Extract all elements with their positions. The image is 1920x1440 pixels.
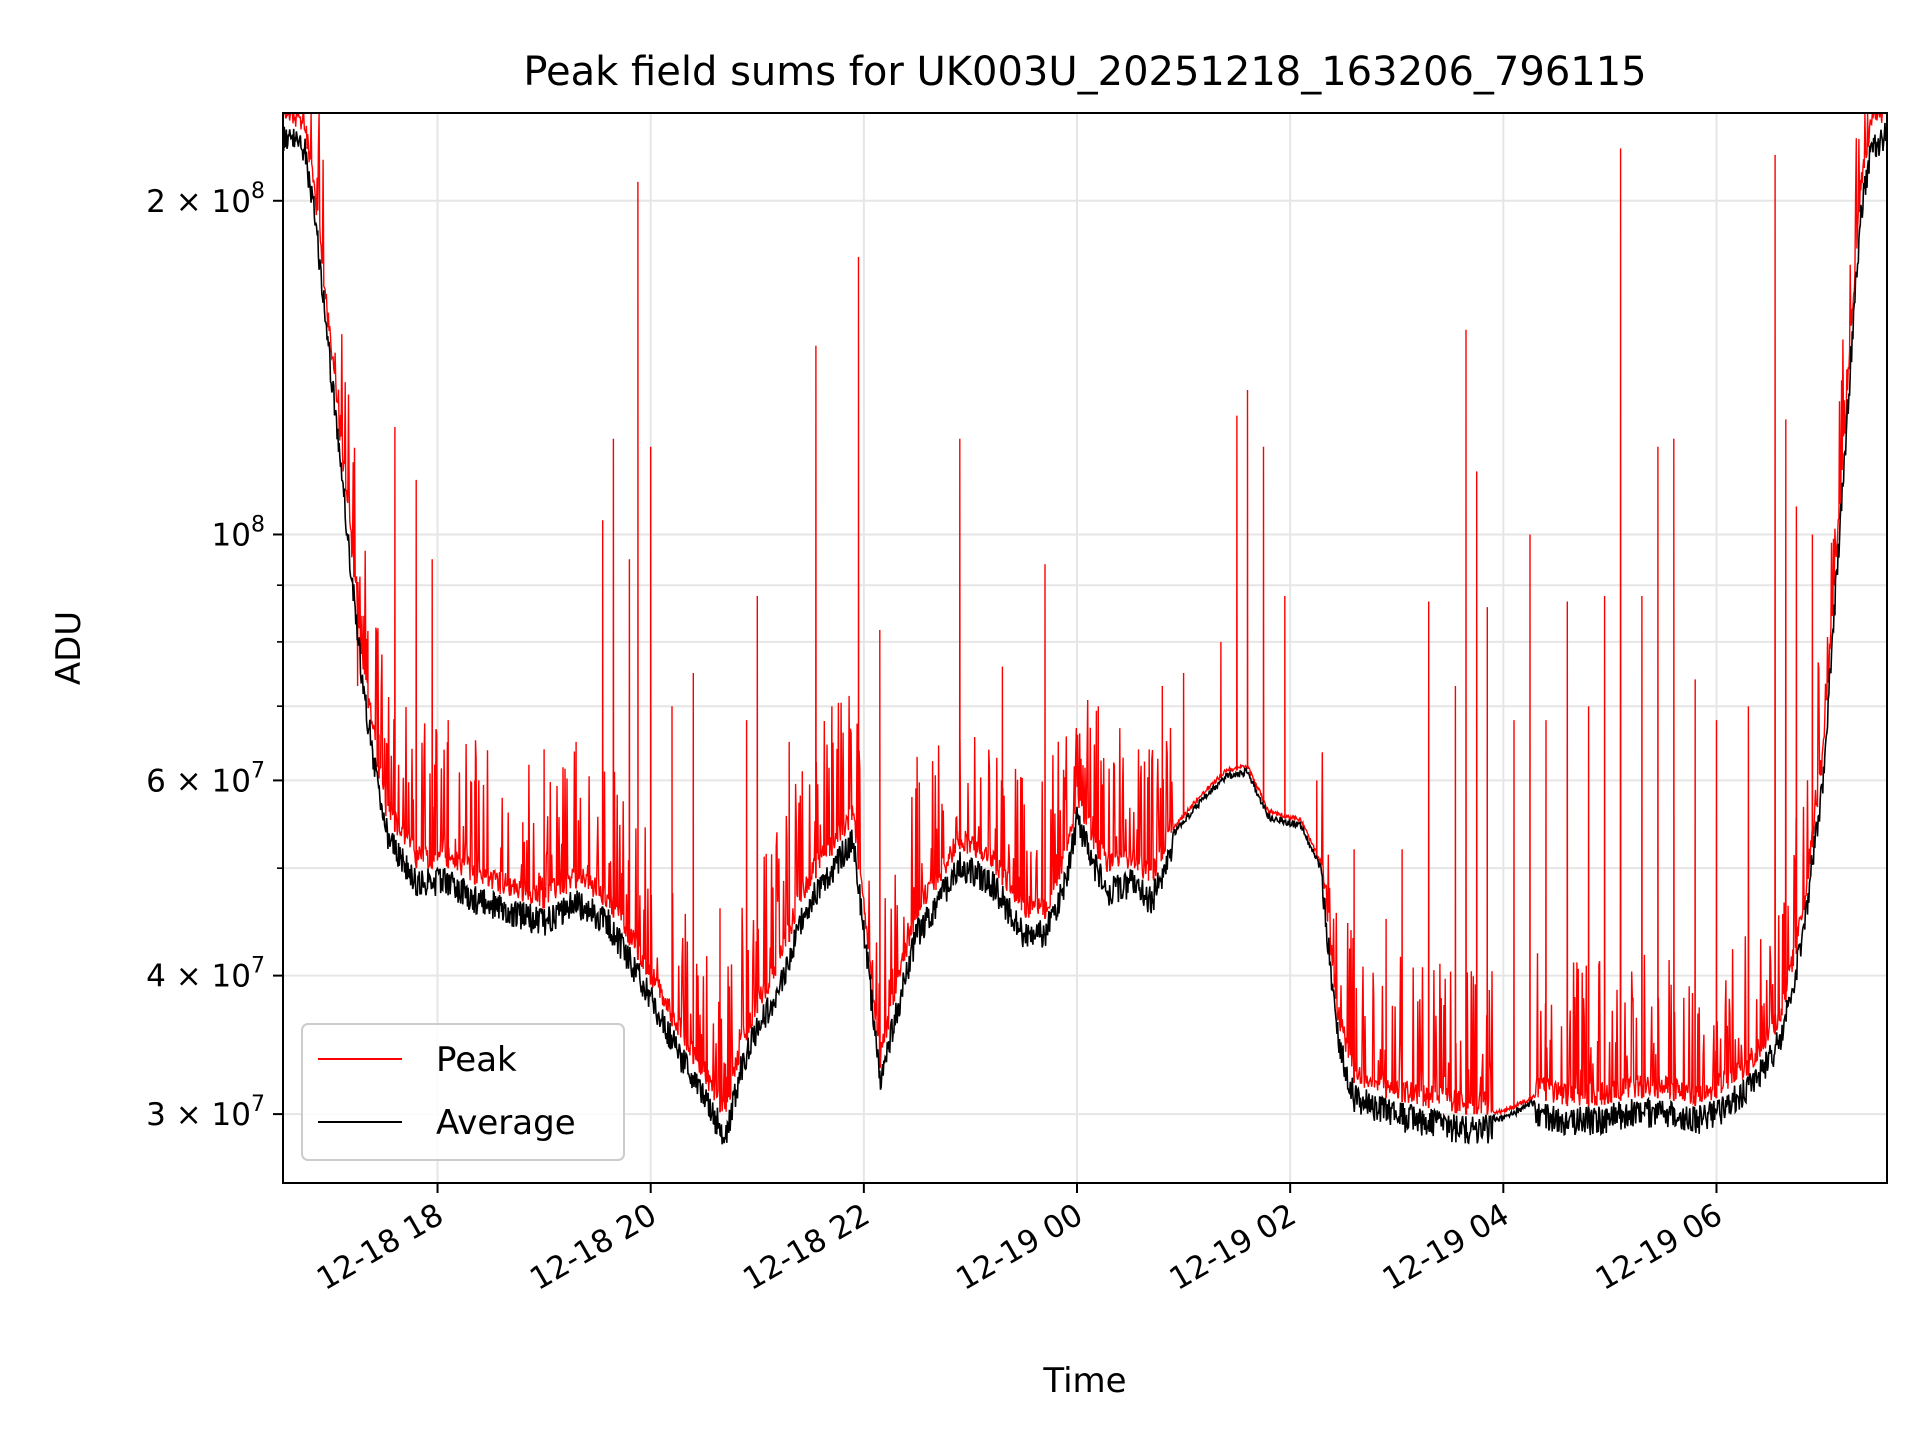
average-series-line bbox=[283, 122, 1887, 1145]
x-tick-label: 12-19 00 bbox=[950, 1197, 1089, 1298]
y-tick-label: 3 × 107 bbox=[146, 1092, 265, 1133]
x-axis-ticks: 12-18 18 12-18 20 12-18 22 12-19 00 12-19 02… bbox=[311, 1183, 1729, 1298]
x-tick-label: 12-18 18 bbox=[311, 1197, 450, 1298]
peak-series-line bbox=[283, 113, 1887, 1116]
y-axis-ticks: 3 × 107 4 × 107 6 × 107 108 2 × 108 bbox=[146, 179, 283, 1133]
legend-average-label: Average bbox=[436, 1103, 576, 1143]
legend-peak-label: Peak bbox=[436, 1040, 517, 1080]
x-tick-label: 12-19 02 bbox=[1163, 1197, 1302, 1298]
x-tick-label: 12-18 20 bbox=[524, 1197, 663, 1298]
grid bbox=[283, 113, 1887, 1183]
y-tick-label: 4 × 107 bbox=[146, 954, 265, 995]
x-tick-label: 12-18 22 bbox=[737, 1197, 876, 1298]
y-axis-label: ADU bbox=[49, 611, 89, 685]
plot-frame bbox=[282, 112, 1888, 1184]
x-tick-label: 12-19 04 bbox=[1377, 1197, 1516, 1298]
y-tick-label: 2 × 108 bbox=[146, 179, 265, 220]
plot-area bbox=[283, 113, 1887, 1145]
chart-title: Peak field sums for UK003U_20251218_1632… bbox=[523, 49, 1646, 95]
y-tick-label: 108 bbox=[212, 512, 265, 553]
x-tick-label: 12-19 06 bbox=[1590, 1197, 1729, 1298]
legend: Peak Average bbox=[301, 1023, 625, 1161]
y-tick-label: 6 × 107 bbox=[146, 758, 265, 799]
x-axis-label: Time bbox=[1042, 1361, 1126, 1401]
